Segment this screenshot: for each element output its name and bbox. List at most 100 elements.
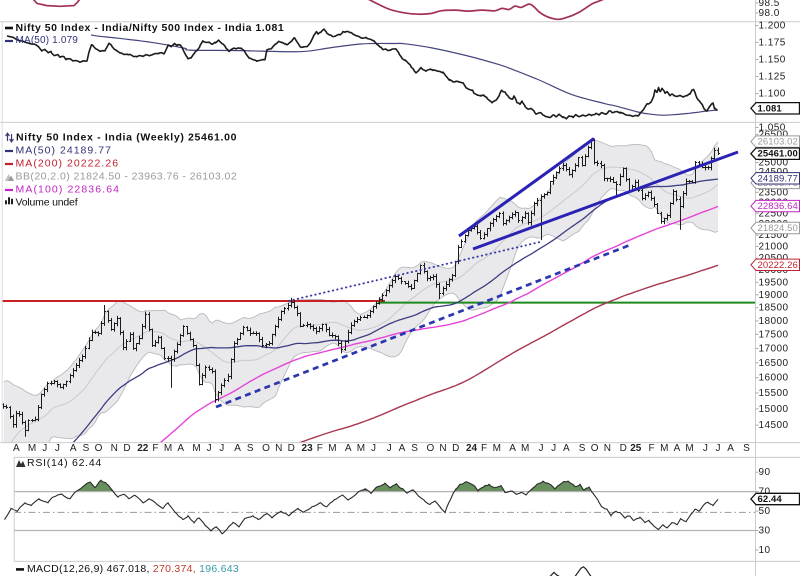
- svg-text:M: M: [164, 443, 172, 454]
- svg-text:MA(50) 1.079: MA(50) 1.079: [16, 35, 79, 46]
- svg-text:A: A: [70, 443, 77, 454]
- svg-text:24189.77: 24189.77: [758, 173, 798, 184]
- svg-text:18000: 18000: [759, 316, 789, 327]
- svg-text:MA(100) 22836.64: MA(100) 22836.64: [16, 184, 121, 196]
- svg-text:1.175: 1.175: [759, 38, 786, 49]
- svg-text:20222.26: 20222.26: [758, 260, 798, 271]
- svg-text:A: A: [177, 443, 184, 454]
- svg-text:M: M: [521, 443, 529, 454]
- svg-text:23: 23: [302, 443, 314, 454]
- svg-text:M: M: [493, 443, 501, 454]
- svg-text:A: A: [399, 443, 406, 454]
- svg-text:25461.00: 25461.00: [758, 149, 798, 160]
- svg-text:MA(200) 20222.26: MA(200) 20222.26: [16, 158, 120, 170]
- svg-text:S: S: [579, 443, 586, 454]
- svg-text:25: 25: [630, 443, 642, 454]
- svg-text:M: M: [685, 443, 693, 454]
- svg-text:J: J: [716, 443, 721, 454]
- svg-text:21824.50: 21824.50: [758, 223, 798, 234]
- svg-text:15000: 15000: [759, 404, 789, 415]
- svg-text:S: S: [743, 443, 750, 454]
- svg-text:1.200: 1.200: [759, 21, 786, 32]
- svg-text:A: A: [727, 443, 734, 454]
- svg-text:N: N: [111, 443, 118, 454]
- svg-text:16500: 16500: [759, 358, 789, 369]
- svg-text:F: F: [152, 443, 158, 454]
- svg-text:F: F: [317, 443, 323, 454]
- svg-text:A: A: [234, 443, 241, 454]
- svg-text:S: S: [247, 443, 254, 454]
- svg-text:19000: 19000: [759, 290, 789, 301]
- svg-text:A: A: [674, 443, 681, 454]
- svg-text:A: A: [509, 443, 516, 454]
- svg-text:Volume undef: Volume undef: [16, 196, 78, 208]
- svg-text:N: N: [439, 443, 446, 454]
- svg-text:22: 22: [137, 443, 149, 454]
- svg-text:O: O: [591, 443, 599, 454]
- svg-text:M: M: [357, 443, 365, 454]
- svg-text:18500: 18500: [759, 303, 789, 314]
- svg-text:J: J: [703, 443, 708, 454]
- svg-text:1.081: 1.081: [758, 103, 783, 114]
- svg-text:J: J: [539, 443, 544, 454]
- svg-text:J: J: [207, 443, 212, 454]
- svg-text:M: M: [660, 443, 668, 454]
- svg-text:D: D: [620, 443, 627, 454]
- svg-text:M: M: [192, 443, 200, 454]
- svg-text:21000: 21000: [759, 242, 789, 253]
- svg-text:D: D: [123, 443, 130, 454]
- svg-text:J: J: [371, 443, 376, 454]
- svg-text:16000: 16000: [759, 373, 789, 384]
- svg-text:J: J: [42, 443, 47, 454]
- svg-text:98.0: 98.0: [759, 8, 780, 19]
- svg-text:10: 10: [759, 545, 771, 556]
- svg-text:1.100: 1.100: [759, 89, 786, 100]
- svg-text:RSI(14) 62.44: RSI(14) 62.44: [27, 457, 102, 469]
- svg-text:S: S: [411, 443, 418, 454]
- svg-text:A: A: [563, 443, 570, 454]
- svg-text:26500: 26500: [759, 129, 789, 140]
- svg-text:F: F: [649, 443, 655, 454]
- svg-text:26103.02: 26103.02: [758, 137, 798, 148]
- svg-text:MACD(12,26,9) 467.018, 270.374: MACD(12,26,9) 467.018, 270.374, 196.643: [27, 563, 239, 575]
- svg-text:1.050: 1.050: [759, 123, 786, 134]
- svg-text:1.150: 1.150: [759, 55, 786, 66]
- svg-text:N: N: [604, 443, 611, 454]
- svg-text:D: D: [288, 443, 295, 454]
- svg-text:14500: 14500: [759, 420, 789, 431]
- svg-text:M: M: [28, 443, 36, 454]
- svg-text:MA(50) 24189.77: MA(50) 24189.77: [16, 145, 112, 157]
- svg-text:50: 50: [759, 506, 771, 517]
- svg-text:Nifty 50 Index - India (Weekly: Nifty 50 Index - India (Weekly) 25461.00: [16, 132, 237, 144]
- svg-text:O: O: [427, 443, 435, 454]
- svg-text:D: D: [452, 443, 459, 454]
- svg-text:90: 90: [759, 467, 771, 478]
- svg-text:N: N: [275, 443, 282, 454]
- svg-text:F: F: [481, 443, 487, 454]
- svg-text:15500: 15500: [759, 388, 789, 399]
- svg-text:30: 30: [759, 526, 771, 537]
- svg-text:J: J: [219, 443, 224, 454]
- svg-text:70: 70: [759, 487, 771, 498]
- svg-text:22500: 22500: [759, 208, 789, 219]
- svg-text:25000: 25000: [759, 158, 789, 169]
- svg-text:A: A: [345, 443, 352, 454]
- svg-text:S: S: [83, 443, 90, 454]
- svg-text:BB(20,2.0) 21824.50 - 23963.76: BB(20,2.0) 21824.50 - 23963.76 - 26103.0…: [16, 171, 238, 183]
- svg-text:17500: 17500: [759, 329, 789, 340]
- svg-text:O: O: [95, 443, 103, 454]
- svg-text:24: 24: [466, 443, 478, 454]
- svg-text:J: J: [387, 443, 392, 454]
- svg-text:A: A: [13, 443, 20, 454]
- svg-text:17000: 17000: [759, 343, 789, 354]
- svg-text:98.5: 98.5: [759, 0, 780, 9]
- svg-text:1.125: 1.125: [759, 72, 786, 83]
- svg-text:22836.64: 22836.64: [758, 201, 798, 212]
- svg-text:21500: 21500: [759, 230, 789, 241]
- svg-text:O: O: [262, 443, 270, 454]
- svg-text:J: J: [55, 443, 60, 454]
- svg-text:M: M: [328, 443, 336, 454]
- svg-text:J: J: [551, 443, 556, 454]
- svg-text:62.44: 62.44: [758, 494, 783, 505]
- svg-text:19500: 19500: [759, 277, 789, 288]
